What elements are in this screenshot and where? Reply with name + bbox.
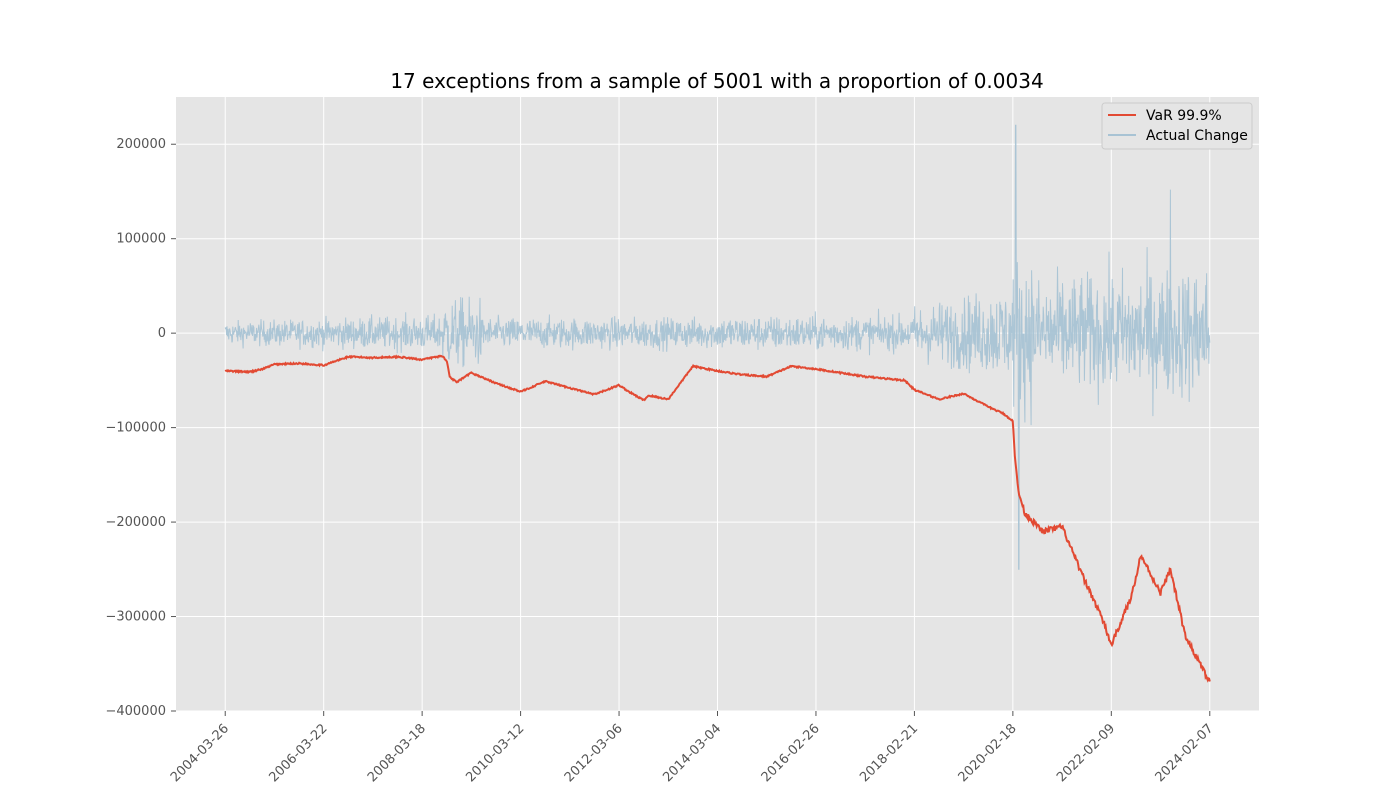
- legend-box: [1101, 102, 1253, 150]
- y-tick-label: −200000: [105, 515, 166, 530]
- x-tick-label: 2016-02-26: [759, 721, 823, 785]
- x-tick-label: 2008-03-18: [365, 721, 429, 785]
- legend-label-actual: Actual Change: [1146, 128, 1248, 144]
- x-axis-ticks: 2004-03-26 2006-03-22 2008-03-18 2010-03-12…: [168, 711, 1217, 785]
- x-tick-label: 2010-03-12: [463, 721, 527, 785]
- y-tick-label: 100000: [116, 232, 166, 247]
- y-tick-label: −100000: [105, 421, 166, 436]
- var-line: [224, 354, 1211, 683]
- actual-change-line: [224, 124, 1211, 570]
- legend: VaR 99.9% Actual Change: [1101, 102, 1253, 150]
- y-tick-label: 0: [158, 326, 166, 341]
- x-tick-label: 2022-02-09: [1054, 721, 1118, 785]
- x-tick-label: 2024-02-07: [1153, 721, 1217, 785]
- x-tick-label: 2014-03-04: [660, 721, 724, 785]
- y-axis-ticks: 200000 100000 0 −100000 −200000 −300000 −40000…: [105, 137, 176, 719]
- x-tick-label: 2006-03-22: [266, 721, 330, 785]
- chart-title: 17 exceptions from a sample of 5001 with…: [390, 69, 1043, 93]
- x-tick-label: 2020-02-18: [956, 721, 1020, 785]
- y-tick-label: −300000: [105, 610, 166, 625]
- y-tick-label: 200000: [116, 137, 166, 152]
- var-series: [224, 354, 1211, 683]
- y-tick-label: −400000: [105, 704, 166, 719]
- x-tick-label: 2018-02-21: [857, 721, 921, 785]
- actual-change-series: [224, 124, 1211, 570]
- x-tick-label: 2012-03-06: [562, 721, 626, 785]
- x-tick-label: 2004-03-26: [168, 721, 232, 785]
- legend-label-var: VaR 99.9%: [1146, 108, 1222, 124]
